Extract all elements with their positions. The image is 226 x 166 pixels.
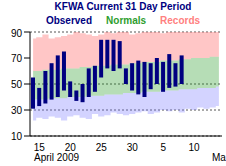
svg-text:5: 5 — [160, 142, 166, 152]
svg-text:10: 10 — [11, 131, 23, 142]
svg-text:20: 20 — [65, 142, 77, 152]
svg-text:10: 10 — [189, 142, 201, 152]
svg-text:50: 50 — [11, 79, 23, 90]
svg-text:30: 30 — [11, 105, 23, 116]
svg-text:90: 90 — [11, 28, 23, 39]
html-text:April 2009: April 2009 — [34, 152, 79, 163]
html-text:Observed: Observed — [45, 15, 92, 26]
html-text:Normals: Normals — [106, 15, 147, 26]
svg-text:25: 25 — [96, 142, 108, 152]
svg-text:30: 30 — [127, 142, 139, 152]
html-text:KFWA Current 31 Day Period: KFWA Current 31 Day Period — [54, 1, 192, 12]
html-text:Records: Records — [160, 15, 201, 26]
svg-text:70: 70 — [11, 53, 23, 64]
html-text:Ma: Ma — [212, 152, 226, 163]
svg-text:15: 15 — [34, 142, 46, 152]
